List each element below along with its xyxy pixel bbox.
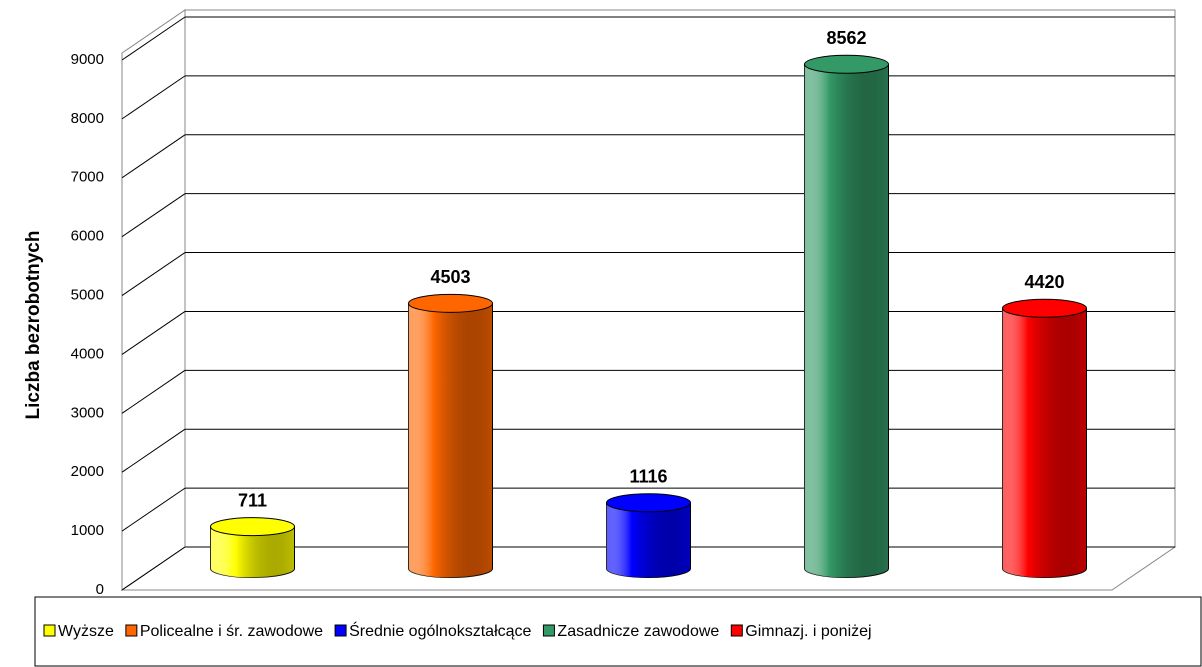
legend-label: Zasadnicze zawodowe	[557, 623, 719, 640]
value-label: 711	[238, 490, 267, 510]
y-tick-label: 1000	[71, 522, 104, 539]
y-tick-label: 0	[96, 581, 104, 598]
y-tick-label: 2000	[71, 463, 104, 480]
value-label: 4503	[430, 267, 470, 287]
bar-shade	[804, 64, 889, 578]
y-tick-label: 4000	[71, 345, 104, 362]
bar-top	[1002, 298, 1087, 318]
bar-top	[606, 493, 691, 513]
grid-line-side	[121, 193, 186, 238]
grid-line-side	[121, 487, 186, 532]
bar-top	[408, 293, 493, 313]
legend-swatch	[125, 624, 138, 637]
grid-line-side	[121, 134, 186, 179]
y-tick-label: 7000	[71, 169, 104, 186]
grid-line-side	[121, 16, 186, 61]
y-tick-label: 9000	[71, 51, 104, 68]
y-axis-title: Liczba bezrobotnych	[23, 231, 44, 420]
bar-top	[210, 517, 295, 537]
value-label: 8562	[826, 28, 866, 48]
legend-label: Wyższe	[58, 623, 114, 640]
grid-line-side	[121, 369, 186, 414]
bar-shade	[1002, 308, 1087, 578]
grid-line-side	[121, 546, 186, 591]
y-tick-label: 5000	[71, 287, 104, 304]
legend-swatch	[43, 624, 56, 637]
grid-line-side	[121, 252, 186, 296]
value-label: 1116	[629, 467, 667, 487]
bar-top	[804, 54, 889, 74]
bar-shade	[210, 526, 295, 578]
bar-shade	[606, 502, 691, 578]
grid-line-side	[121, 75, 186, 120]
y-tick-label: 8000	[71, 110, 104, 127]
legend-label: Średnie ogólnokształcące	[349, 621, 531, 640]
y-tick-label: 3000	[71, 404, 104, 421]
legend-swatch	[334, 624, 347, 637]
legend-label: Policealne i śr. zawodowe	[140, 623, 323, 640]
legend-swatch	[730, 624, 743, 637]
legend-label: Gimnazj. i poniżej	[745, 623, 871, 640]
grid-line-side	[121, 311, 186, 355]
grid-line-side	[121, 428, 186, 473]
value-label: 4420	[1024, 272, 1064, 292]
y-tick-label: 6000	[71, 228, 104, 245]
bar-shade	[408, 303, 493, 578]
legend-box	[34, 596, 1202, 667]
legend-swatch	[542, 624, 555, 637]
